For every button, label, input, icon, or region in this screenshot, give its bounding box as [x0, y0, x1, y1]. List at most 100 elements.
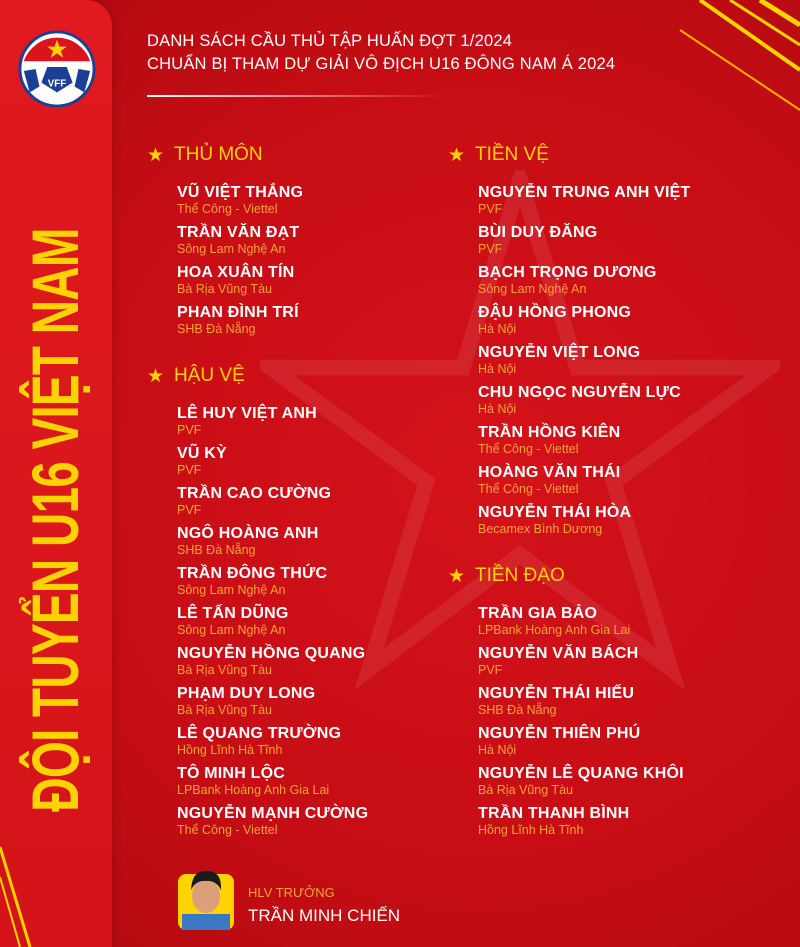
star-icon: ★: [147, 144, 165, 166]
player-name: HOA XUÂN TÍN: [177, 264, 295, 281]
header-line-2: CHUẨN BỊ THAM DỰ GIẢI VÔ ĐỊCH U16 ĐÔNG N…: [147, 55, 616, 73]
player-item: TRẦN ĐÔNG THỨC Sông Lam Nghệ An: [177, 564, 368, 604]
player-club: SHB Đà Nẵng: [177, 543, 256, 557]
player-item: BẠCH TRỌNG DƯƠNG Sông Lam Nghệ An: [478, 263, 691, 303]
player-name: VŨ VIỆT THẮNG: [177, 184, 304, 201]
background-star-graphic: [260, 170, 780, 690]
section-goalkeepers: ★ THỦ MÔN VŨ VIỆT THẮNG Thể Công - Viett…: [147, 143, 303, 343]
player-name: LÊ TẤN DŨNG: [177, 605, 289, 622]
player-name: VŨ KỲ: [177, 445, 227, 462]
player-name: TRẦN VĂN ĐẠT: [177, 224, 300, 241]
player-item: CHU NGỌC NGUYỄN LỰC Hà Nội: [478, 383, 691, 423]
player-club: Bà Rịa Vũng Tàu: [478, 783, 573, 797]
player-name: NGUYỄN THÁI HIẾU: [478, 685, 635, 702]
player-item: NGUYỄN VĂN BÁCH PVF: [478, 644, 684, 684]
player-item: NGUYỄN THÁI HIẾU SHB Đà Nẵng: [478, 684, 684, 724]
player-club: PVF: [177, 423, 202, 437]
player-club: PVF: [177, 463, 202, 477]
section-header: ★ TIỀN VỆ: [448, 143, 691, 167]
star-icon: ★: [448, 565, 466, 587]
player-item: TRẦN HỒNG KIÊN Thể Công - Viettel: [478, 423, 691, 463]
player-item: TRẦN GIA BẢO LPBank Hoàng Anh Gia Lai: [478, 604, 684, 644]
player-name: NGUYỄN THIÊN PHÚ: [478, 725, 641, 742]
player-item: VŨ VIỆT THẮNG Thể Công - Viettel: [177, 183, 303, 223]
player-club: Thể Công - Viettel: [177, 823, 278, 837]
player-name: NGÔ HOÀNG ANH: [177, 525, 319, 542]
section-title: TIỀN ĐẠO: [475, 565, 565, 586]
player-item: LÊ HUY VIỆT ANH PVF: [177, 404, 368, 444]
player-club: Hồng Lĩnh Hà Tĩnh: [177, 743, 283, 757]
player-club: Bà Rịa Vũng Tàu: [177, 663, 272, 677]
header-line-1: DANH SÁCH CẦU THỦ TẬP HUẤN ĐỢT 1/2024: [147, 32, 513, 50]
player-name: NGUYỄN MẠNH CƯỜNG: [177, 805, 369, 822]
section-forwards: ★ TIỀN ĐẠO TRẦN GIA BẢO LPBank Hoàng Anh…: [448, 564, 684, 844]
player-item: TRẦN CAO CƯỜNG PVF: [177, 484, 368, 524]
star-icon: ★: [147, 365, 165, 387]
player-item: NGUYỄN LÊ QUANG KHÔI Bà Rịa Vũng Tàu: [478, 764, 684, 804]
player-name: PHẠM DUY LONG: [177, 685, 316, 702]
player-name: LÊ QUANG TRƯỜNG: [177, 725, 342, 742]
player-club: PVF: [177, 503, 202, 517]
decorative-lines: [0, 846, 32, 947]
section-header: ★ TIỀN ĐẠO: [448, 564, 684, 588]
player-club: PVF: [478, 242, 503, 256]
player-item: BÙI DUY ĐĂNG PVF: [478, 223, 691, 263]
coach-name: TRẦN MINH CHIẾN: [248, 906, 401, 925]
player-item: VŨ KỲ PVF: [177, 444, 368, 484]
player-item: NGUYỄN HỒNG QUANG Bà Rịa Vũng Tàu: [177, 644, 368, 684]
player-club: Hồng Lĩnh Hà Tĩnh: [478, 823, 584, 837]
player-name: NGUYỄN LÊ QUANG KHÔI: [478, 765, 684, 782]
player-club: Sông Lam Nghệ An: [478, 282, 587, 296]
player-name: LÊ HUY VIỆT ANH: [177, 405, 317, 422]
player-name: NGUYỄN VIỆT LONG: [478, 344, 641, 361]
player-club: Sông Lam Nghệ An: [177, 623, 286, 637]
player-club: PVF: [478, 202, 503, 216]
player-item: ĐẬU HỒNG PHONG Hà Nội: [478, 303, 691, 343]
player-name: TÔ MINH LỘC: [177, 765, 285, 782]
section-title: HẬU VỆ: [174, 365, 245, 386]
player-club: LPBank Hoàng Anh Gia Lai: [177, 783, 330, 797]
header-divider: [147, 95, 447, 97]
player-name: CHU NGỌC NGUYỄN LỰC: [478, 384, 681, 401]
player-club: Sông Lam Nghệ An: [177, 242, 286, 256]
player-item: LÊ QUANG TRƯỜNG Hồng Lĩnh Hà Tĩnh: [177, 724, 368, 764]
player-name: TRẦN HỒNG KIÊN: [478, 424, 621, 441]
section-header: ★ HẬU VỆ: [147, 364, 368, 388]
player-name: TRẦN GIA BẢO: [478, 605, 598, 622]
player-club: Hà Nội: [478, 322, 517, 336]
player-club: Hà Nội: [478, 362, 517, 376]
player-item: NGUYỄN THIÊN PHÚ Hà Nội: [478, 724, 684, 764]
section-title: TIỀN VỆ: [475, 144, 549, 165]
player-club: Thể Công - Viettel: [177, 202, 278, 216]
player-name: PHAN ĐÌNH TRÍ: [177, 304, 299, 321]
svg-text:VFF: VFF: [48, 79, 66, 90]
player-name: TRẦN CAO CƯỜNG: [177, 485, 332, 502]
player-name: BÙI DUY ĐĂNG: [478, 224, 598, 241]
player-club: SHB Đà Nẵng: [177, 322, 256, 336]
player-club: SHB Đà Nẵng: [478, 703, 557, 717]
player-name: TRẦN ĐÔNG THỨC: [177, 565, 328, 582]
player-name: BẠCH TRỌNG DƯƠNG: [478, 264, 657, 281]
player-club: Sông Lam Nghệ An: [177, 583, 286, 597]
player-item: NGUYỄN MẠNH CƯỜNG Thể Công - Viettel: [177, 804, 368, 844]
decorative-stripes: [679, 0, 800, 111]
player-club: Thể Công - Viettel: [478, 482, 579, 496]
player-club: PVF: [478, 663, 503, 677]
player-item: TÔ MINH LỘC LPBank Hoàng Anh Gia Lai: [177, 764, 368, 804]
player-name: ĐẬU HỒNG PHONG: [478, 304, 632, 321]
player-item: TRẦN VĂN ĐẠT Sông Lam Nghệ An: [177, 223, 303, 263]
coach-photo: [178, 870, 234, 930]
player-item: PHAN ĐÌNH TRÍ SHB Đà Nẵng: [177, 303, 303, 343]
player-club: LPBank Hoàng Anh Gia Lai: [478, 623, 631, 637]
player-item: HOÀNG VĂN THÁI Thể Công - Viettel: [478, 463, 691, 503]
player-club: Becamex Bình Dương: [478, 522, 603, 536]
section-midfielders: ★ TIỀN VỆ NGUYỄN TRUNG ANH VIỆT PVF BÙI …: [448, 143, 691, 543]
player-name: NGUYỄN VĂN BÁCH: [478, 645, 639, 662]
player-item: NGUYỄN TRUNG ANH VIỆT PVF: [478, 183, 691, 223]
player-item: NGUYỄN THÁI HÒA Becamex Bình Dương: [478, 503, 691, 543]
coach-role: HLV TRƯỞNG: [248, 885, 335, 900]
section-defenders: ★ HẬU VỆ LÊ HUY VIỆT ANH PVF VŨ KỲ PVF T…: [147, 364, 368, 844]
player-club: Thể Công - Viettel: [478, 442, 579, 456]
player-name: NGUYỄN THÁI HÒA: [478, 504, 632, 521]
player-name: NGUYỄN HỒNG QUANG: [177, 645, 366, 662]
